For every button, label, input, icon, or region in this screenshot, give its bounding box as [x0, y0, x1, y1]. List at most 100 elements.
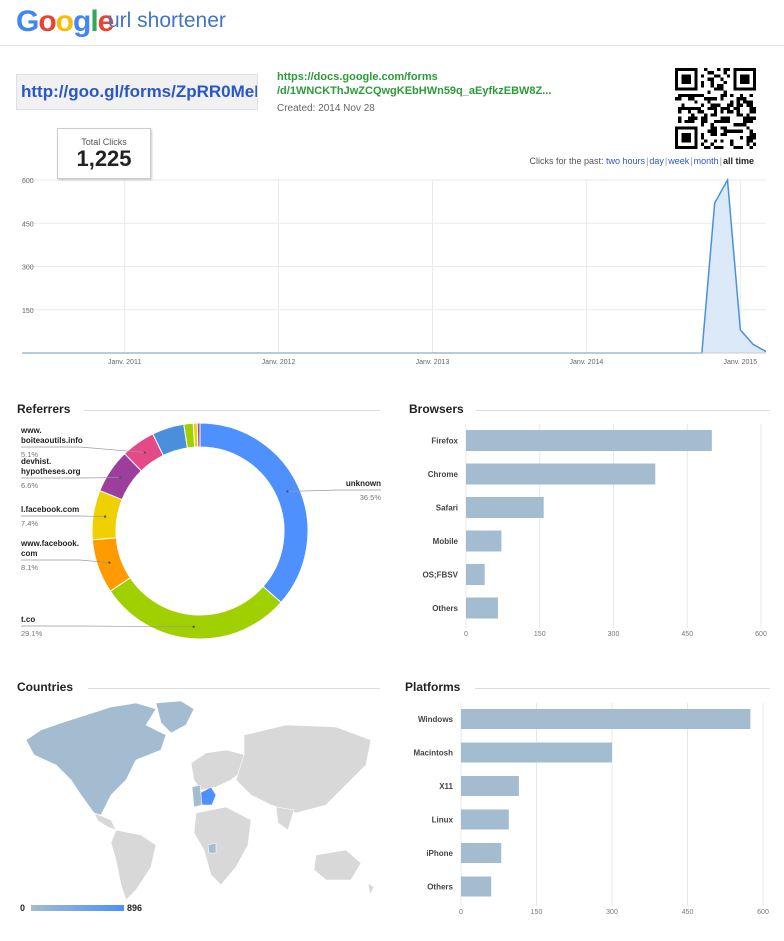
- map-india: [275, 806, 295, 831]
- referrer-label: unknown: [346, 479, 381, 488]
- referrer-slice: [196, 422, 201, 448]
- referrer-label: boiteaoutils.info: [21, 436, 83, 445]
- google-logo[interactable]: Google: [16, 5, 114, 38]
- referrer-pct: 7.4%: [21, 519, 38, 528]
- bar: [466, 463, 656, 485]
- timeline-y-tick: 150: [22, 308, 34, 315]
- platforms-bar-chart: 0 150 300 450 600 Windows Macintosh X11 Linux iPh…: [413, 703, 769, 916]
- referrer-leader-dot: [108, 561, 111, 564]
- long-url-link[interactable]: https://docs.google.com/forms /d/1WNCKTh…: [277, 70, 567, 98]
- bar-x-tick: 450: [682, 909, 694, 916]
- bar: [466, 597, 498, 619]
- bar-category-label: X11: [439, 782, 453, 791]
- map-africa-highlight: [207, 842, 217, 854]
- referrer-label: t.co: [21, 615, 35, 624]
- referrer-leader-dot: [192, 625, 195, 628]
- timeline-y-tick: 600: [22, 178, 34, 185]
- bar-category-label: Linux: [432, 816, 454, 825]
- bar-category-label: Others: [427, 883, 453, 892]
- bar: [466, 564, 485, 585]
- bar-x-tick: 0: [464, 631, 468, 638]
- bar-category-label: Safari: [436, 504, 458, 513]
- bar-category-label: Firefox: [431, 437, 458, 446]
- timeline-x-tick: Janv. 2013: [416, 359, 450, 366]
- world-map[interactable]: [16, 695, 384, 905]
- map-new-zealand: [367, 882, 375, 896]
- referrer-pct: 36.5%: [360, 493, 382, 502]
- bar-category-label: Windows: [418, 715, 454, 724]
- map-south-america: [110, 829, 157, 901]
- qr-code-icon: [675, 68, 756, 149]
- legend-min: 0: [20, 903, 26, 913]
- bar-x-tick: 600: [755, 631, 767, 638]
- referrer-label: l.facebook.com: [21, 505, 79, 514]
- bar: [466, 497, 544, 518]
- bar-category-label: Others: [432, 604, 458, 613]
- bar: [461, 776, 519, 796]
- referrer-leader-dot: [143, 451, 146, 454]
- referrers-title: Referrers: [17, 402, 71, 416]
- timeline-x-tick: Janv. 2012: [262, 359, 296, 366]
- timeline-y-tick: 300: [22, 265, 34, 272]
- referrer-slice: [109, 577, 282, 640]
- period-day[interactable]: day: [649, 156, 664, 166]
- referrer-label: devhist.: [21, 457, 51, 466]
- bar-category-label: OS;FBSV: [422, 571, 458, 580]
- total-clicks-value: 1,225: [76, 146, 132, 171]
- map-greenland: [155, 700, 195, 734]
- referrer-label: www.facebook.: [20, 539, 79, 548]
- period-two-hours[interactable]: two hours: [606, 156, 646, 166]
- total-clicks-label: Total Clicks: [81, 137, 127, 147]
- bar: [461, 809, 509, 830]
- map-western-europe: [191, 784, 203, 808]
- bar: [461, 709, 751, 729]
- bar-category-label: Chrome: [428, 470, 459, 479]
- long-url-line1: https://docs.google.com/forms: [277, 71, 438, 83]
- referrer-label: www.: [20, 426, 42, 435]
- bar-x-tick: 150: [531, 909, 543, 916]
- countries-title: Countries: [17, 680, 74, 694]
- referrers-donut-chart: unknown 36.5% t.co 29.1% www.facebook.com 8.1…: [20, 422, 382, 640]
- browsers-divider: [476, 410, 770, 411]
- referrer-pct: 6.6%: [21, 481, 38, 490]
- timeline-x-tick: Janv. 2014: [570, 359, 604, 366]
- referrer-label: hypotheses.org: [21, 467, 81, 476]
- map-africa: [193, 806, 252, 886]
- referrer-leader-line: [21, 625, 194, 628]
- bar-category-label: iPhone: [426, 849, 453, 858]
- long-url-line2: /d/1WNCKThJwZCQwgKEbHWn59q_aEyfkzEBW8Z..…: [277, 85, 552, 97]
- referrer-leader-dot: [103, 515, 107, 518]
- short-url[interactable]: http://goo.gl/forms/ZpRR0MeR: [16, 74, 258, 110]
- referrers-divider: [84, 410, 380, 411]
- referrer-leader-line: [21, 515, 106, 517]
- period-week[interactable]: week: [668, 156, 690, 166]
- bar: [466, 530, 502, 552]
- period-prefix: Clicks for the past:: [529, 156, 604, 166]
- period-month[interactable]: month: [693, 156, 719, 166]
- map-asia: [235, 724, 372, 814]
- product-name: url shortener: [108, 9, 226, 32]
- map-australia: [313, 849, 362, 881]
- legend-max: 896: [127, 903, 143, 913]
- referrer-pct: 29.1%: [21, 629, 43, 638]
- period-selector: Clicks for the past: two hours|day|week|…: [529, 156, 754, 166]
- bar: [466, 430, 712, 451]
- map-central-america: [93, 812, 117, 831]
- browsers-title: Browsers: [409, 402, 464, 416]
- bar-category-label: Macintosh: [413, 749, 453, 758]
- period-all-time[interactable]: all time: [722, 156, 754, 166]
- referrer-pct: 5.1%: [21, 450, 38, 459]
- referrer-leader-dot: [119, 476, 122, 479]
- map-north-america: [25, 702, 167, 816]
- created-date: Created: 2014 Nov 28: [277, 103, 375, 114]
- header: Google url shortener: [0, 0, 784, 46]
- timeline-y-tick: 450: [22, 221, 34, 228]
- bar-x-tick: 600: [757, 909, 769, 916]
- total-clicks-box: Total Clicks 1,225: [57, 128, 151, 179]
- countries-divider: [88, 688, 380, 689]
- bar: [461, 876, 492, 897]
- clicks-timeline-chart: 600 450 300 150 Janv. 2011 Janv. 2012 Janv. 20…: [22, 177, 767, 366]
- bar-x-tick: 300: [606, 909, 618, 916]
- referrer-leader-line: [21, 559, 110, 564]
- bar: [461, 742, 612, 763]
